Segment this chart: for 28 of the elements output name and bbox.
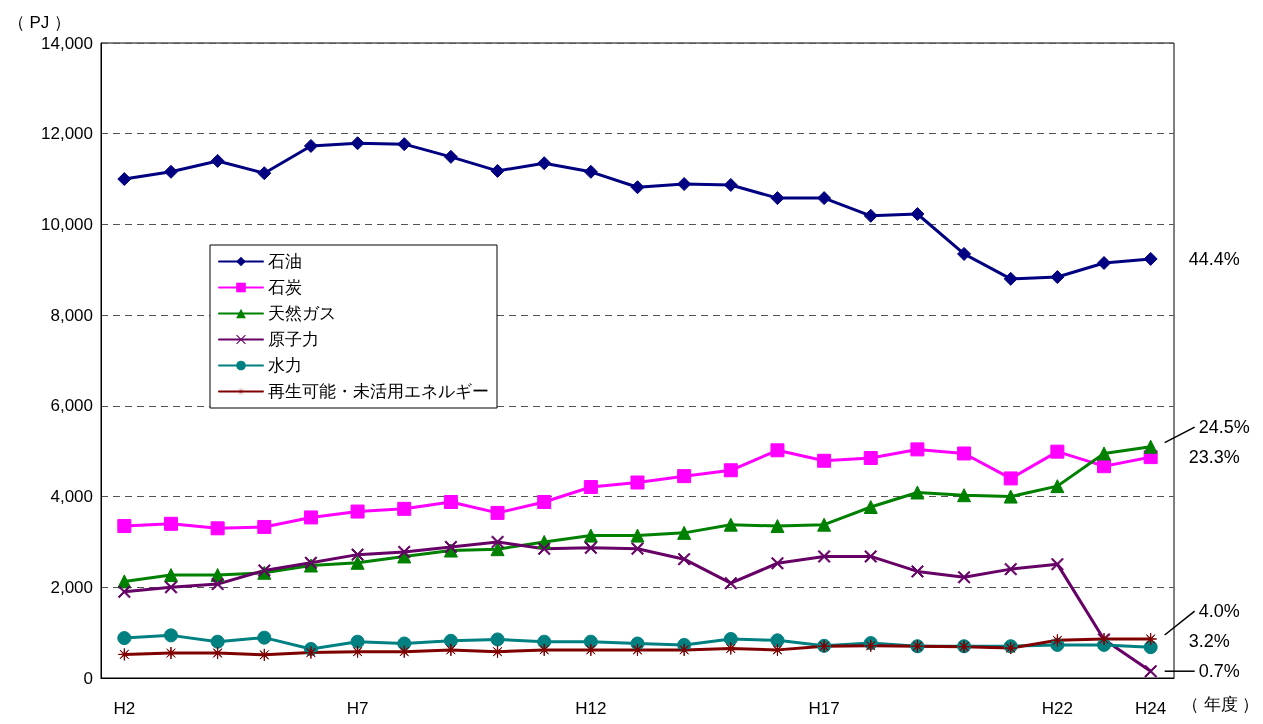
- x-tick-label: H17: [808, 699, 840, 718]
- annotation: 0.7%: [1198, 661, 1240, 682]
- annotation: 24.5%: [1198, 417, 1250, 438]
- x-axis-title: （ 年度 ）: [1182, 695, 1260, 714]
- annotation: 44.4%: [1188, 248, 1240, 269]
- x-tick-label: H22: [1041, 699, 1073, 718]
- y-tick-label: 4,000: [50, 487, 93, 507]
- annotation: 4.0%: [1198, 601, 1240, 622]
- legend-label: 原子力: [268, 330, 319, 349]
- legend-label: 石炭: [268, 278, 302, 297]
- y-tick-label: 12,000: [41, 124, 93, 144]
- y-tick-label: 14,000: [41, 33, 93, 53]
- annotation: 23.3%: [1188, 447, 1240, 468]
- y-tick-label: 8,000: [50, 305, 93, 325]
- x-tick-label: H2: [113, 699, 136, 718]
- y-axis-title: （ PJ ）: [7, 13, 71, 32]
- legend-label: 天然ガス: [268, 304, 336, 323]
- x-tick-label: H12: [575, 699, 607, 718]
- y-tick-label: 2,000: [50, 577, 93, 597]
- legend-label: 再生可能・未活用エネルギー: [268, 382, 489, 401]
- y-tick-label: 0: [83, 668, 93, 688]
- annotation: 3.2%: [1188, 631, 1230, 652]
- legend-label: 水力: [268, 356, 302, 375]
- x-tick-label: H24: [1135, 699, 1167, 718]
- y-tick-label: 6,000: [50, 396, 93, 416]
- y-tick-label: 10,000: [41, 214, 93, 234]
- x-tick-label: H7: [346, 699, 369, 718]
- legend-label: 石油: [268, 252, 302, 271]
